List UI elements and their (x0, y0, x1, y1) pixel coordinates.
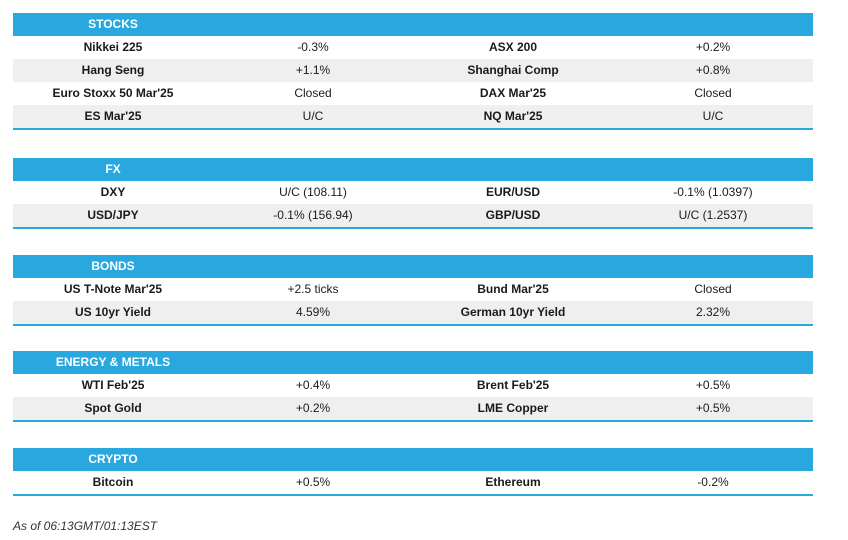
crypto-section: CRYPTO Bitcoin +0.5% Ethereum -0.2% (13, 448, 813, 496)
instrument-name: German 10yr Yield (460, 305, 566, 319)
table-row: US 10yr Yield 4.59% German 10yr Yield 2.… (13, 301, 813, 324)
instrument-value: -0.3% (297, 40, 329, 54)
table-row: Spot Gold +0.2% LME Copper +0.5% (13, 397, 813, 420)
table-row: Bitcoin +0.5% Ethereum -0.2% (13, 471, 813, 494)
fx-section: FX DXY U/C (108.11) EUR/USD -0.1% (1.039… (13, 158, 813, 229)
instrument-value: U/C (302, 109, 324, 123)
instrument-value: Closed (694, 86, 732, 100)
instrument-value: 2.32% (695, 305, 731, 319)
instrument-value: +0.5% (695, 401, 731, 415)
instrument-name: LME Copper (477, 401, 549, 415)
table-row: Hang Seng +1.1% Shanghai Comp +0.8% (13, 59, 813, 82)
table-row: WTI Feb'25 +0.4% Brent Feb'25 +0.5% (13, 374, 813, 397)
instrument-value: +0.2% (295, 401, 331, 415)
energy-metals-section: ENERGY & METALS WTI Feb'25 +0.4% Brent F… (13, 351, 813, 422)
instrument-value: +0.8% (695, 63, 731, 77)
instrument-value: +0.5% (695, 378, 731, 392)
instrument-name: US T-Note Mar'25 (63, 282, 163, 296)
section-title: BONDS (91, 259, 135, 273)
instrument-name: DXY (100, 185, 126, 199)
section-header: CRYPTO (13, 448, 813, 471)
instrument-name: Euro Stoxx 50 Mar'25 (52, 86, 174, 100)
table-row: DXY U/C (108.11) EUR/USD -0.1% (1.0397) (13, 181, 813, 204)
instrument-name: NQ Mar'25 (483, 109, 543, 123)
bonds-section: BONDS US T-Note Mar'25 +2.5 ticks Bund M… (13, 255, 813, 326)
instrument-value: Closed (694, 282, 732, 296)
instrument-name: Hang Seng (81, 63, 145, 77)
section-title: STOCKS (88, 17, 138, 31)
table-row: Nikkei 225 -0.3% ASX 200 +0.2% (13, 36, 813, 59)
table-row: USD/JPY -0.1% (156.94) GBP/USD U/C (1.25… (13, 204, 813, 227)
instrument-value: +1.1% (295, 63, 331, 77)
instrument-name: Brent Feb'25 (476, 378, 550, 392)
instrument-value: +0.2% (695, 40, 731, 54)
section-title: FX (105, 162, 121, 176)
instrument-value: U/C (1.2537) (678, 208, 748, 222)
instrument-name: EUR/USD (485, 185, 540, 199)
instrument-name: DAX Mar'25 (479, 86, 547, 100)
instrument-value: U/C (108.11) (279, 185, 347, 199)
instrument-name: Bund Mar'25 (477, 282, 549, 296)
section-divider (13, 324, 813, 326)
instrument-value: U/C (702, 109, 724, 123)
instrument-value: +2.5 ticks (287, 282, 339, 296)
table-row: US T-Note Mar'25 +2.5 ticks Bund Mar'25 … (13, 278, 813, 301)
instrument-name: US 10yr Yield (74, 305, 152, 319)
instrument-value: 4.59% (295, 305, 331, 319)
section-header: STOCKS (13, 13, 813, 36)
instrument-name: ASX 200 (488, 40, 538, 54)
table-row: Euro Stoxx 50 Mar'25 Closed DAX Mar'25 C… (13, 82, 813, 105)
timestamp-note: As of 06:13GMT/01:13EST (13, 519, 158, 533)
instrument-name: GBP/USD (485, 208, 541, 222)
section-divider (13, 420, 813, 422)
section-header: ENERGY & METALS (13, 351, 813, 374)
instrument-name: WTI Feb'25 (81, 378, 145, 392)
instrument-name: Nikkei 225 (83, 40, 143, 54)
instrument-name: USD/JPY (87, 208, 139, 222)
instrument-name: Spot Gold (84, 401, 142, 415)
section-header: FX (13, 158, 813, 181)
table-row: ES Mar'25 U/C NQ Mar'25 U/C (13, 105, 813, 128)
section-header: BONDS (13, 255, 813, 278)
instrument-value: -0.1% (156.94) (273, 208, 353, 222)
instrument-value: Closed (294, 86, 332, 100)
section-title: CRYPTO (88, 452, 138, 466)
section-title: ENERGY & METALS (55, 355, 171, 369)
instrument-name: ES Mar'25 (84, 109, 142, 123)
section-divider (13, 494, 813, 496)
section-divider (13, 227, 813, 229)
instrument-value: +0.5% (295, 475, 331, 489)
instrument-name: Ethereum (485, 475, 541, 489)
instrument-name: Bitcoin (92, 475, 134, 489)
instrument-value: -0.2% (697, 475, 729, 489)
instrument-value: -0.1% (1.0397) (673, 185, 753, 199)
stocks-section: STOCKS Nikkei 225 -0.3% ASX 200 +0.2% Ha… (13, 13, 813, 130)
section-divider (13, 128, 813, 130)
instrument-name: Shanghai Comp (467, 63, 559, 77)
instrument-value: +0.4% (295, 378, 331, 392)
